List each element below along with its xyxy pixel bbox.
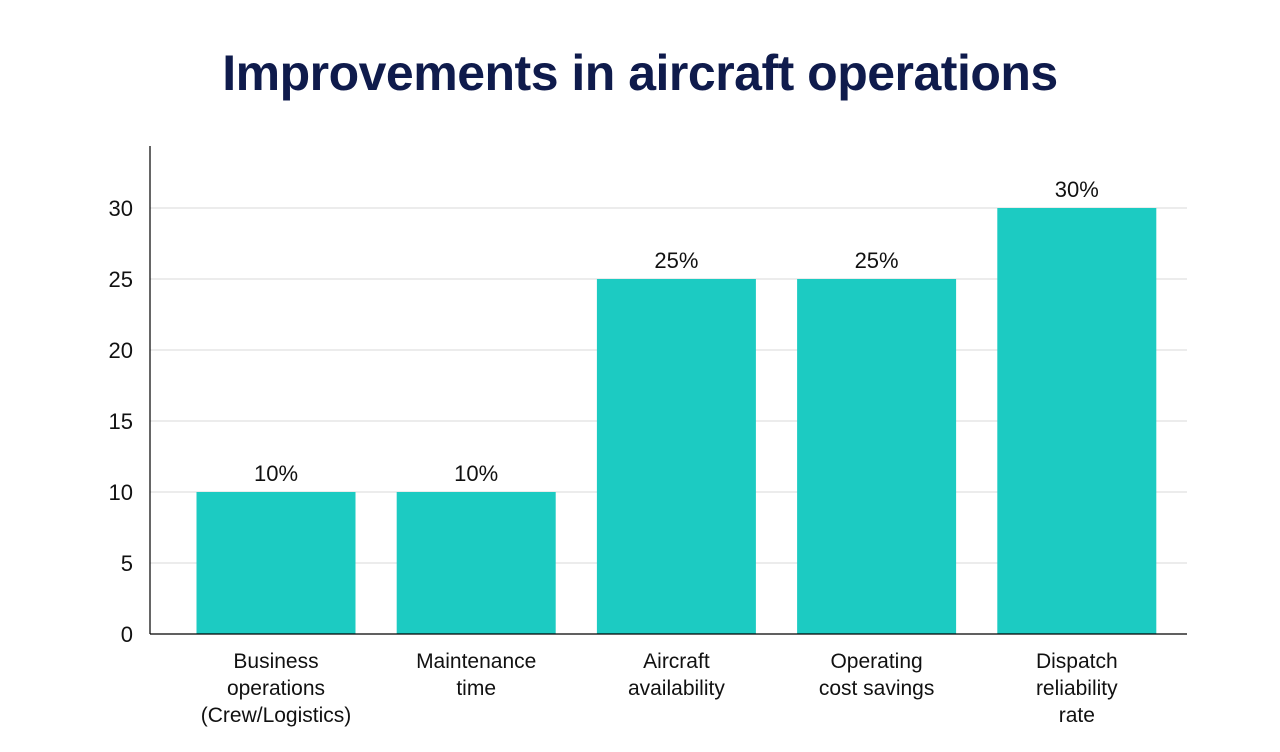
bar <box>196 492 356 634</box>
x-category-label: time <box>456 677 496 700</box>
x-category-label: operations <box>227 677 325 700</box>
bar <box>797 279 957 634</box>
y-tick-label: 5 <box>121 551 133 576</box>
data-label: 25% <box>855 248 899 273</box>
bar <box>997 208 1157 634</box>
y-tick-label: 20 <box>109 338 133 363</box>
x-category-label: Business <box>233 650 318 673</box>
data-label: 30% <box>1055 177 1099 202</box>
x-category-label: rate <box>1059 704 1095 727</box>
chart-title: Improvements in aircraft operations <box>222 45 1058 101</box>
y-tick-label: 30 <box>109 196 133 221</box>
bar <box>596 279 756 634</box>
x-category-label: cost savings <box>819 677 935 700</box>
x-category-label: reliability <box>1036 677 1118 700</box>
x-category-label: (Crew/Logistics) <box>201 704 352 727</box>
x-category-label: availability <box>628 677 725 700</box>
data-label: 10% <box>454 461 498 486</box>
data-label: 10% <box>254 461 298 486</box>
y-tick-label: 0 <box>121 622 133 647</box>
bar <box>396 492 556 634</box>
y-tick-label: 15 <box>109 409 133 434</box>
data-label: 25% <box>654 248 698 273</box>
x-category-label: Dispatch <box>1036 650 1118 673</box>
y-tick-label: 25 <box>109 267 133 292</box>
y-tick-label: 10 <box>109 480 133 505</box>
x-category-label: Operating <box>830 650 922 673</box>
x-category-label: Maintenance <box>416 650 536 673</box>
x-category-label: Aircraft <box>643 650 710 673</box>
